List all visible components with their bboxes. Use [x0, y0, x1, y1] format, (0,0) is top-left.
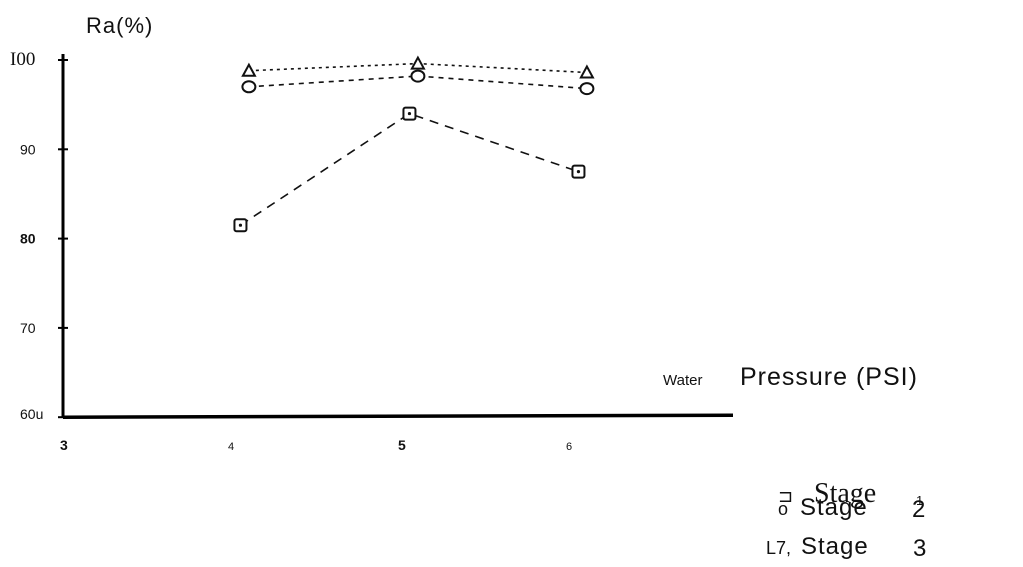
series-line-circle	[248, 75, 587, 90]
y-ticks: 60u 70 80 90 I00	[10, 49, 68, 422]
legend-item-stage-2: o Stage 2	[778, 494, 925, 523]
x-tick-label: 6	[566, 441, 572, 453]
data-point-triangle	[241, 62, 257, 77]
data-point-triangle	[579, 64, 595, 79]
legend-label: Stage	[801, 533, 869, 560]
data-point-circle	[410, 69, 426, 83]
y-tick-label: 60u	[20, 406, 43, 422]
data-point-square	[233, 218, 248, 233]
x-tick-label: 4	[228, 441, 234, 453]
y-tick-label: I00	[10, 49, 35, 70]
legend-item-stage-3: L7, Stage 3	[766, 533, 926, 562]
legend-symbol-square: ⊐	[778, 486, 793, 506]
series-lines	[240, 62, 587, 226]
legend-symbol-triangle: L7,	[766, 538, 791, 558]
data-point-circle	[241, 80, 257, 94]
legend-label: Stage	[814, 478, 876, 509]
data-point-square	[571, 164, 586, 179]
data-point-circle	[579, 82, 595, 96]
y-tick-label: 90	[20, 141, 36, 157]
series-markers	[233, 55, 595, 233]
x-tick-label: 3	[60, 437, 68, 453]
x-axis-label: Pressure (PSI)	[740, 363, 918, 391]
y-tick-label: 70	[20, 320, 36, 336]
series-line-square	[240, 112, 579, 226]
x-axis	[62, 413, 734, 419]
legend-label: Stage	[800, 494, 868, 521]
data-point-square	[402, 106, 417, 121]
legend: ⊐ Stage 1 o Stage 2 L7, Stage 3	[766, 478, 926, 562]
legend-number: 1	[916, 493, 923, 508]
y-tick-label: 80	[20, 231, 36, 247]
legend-symbol-circle: o	[778, 499, 788, 519]
axes	[61, 54, 734, 419]
legend-number: 2	[912, 496, 925, 523]
legend-item-stage-1: ⊐ Stage 1	[778, 478, 923, 509]
x-tick-label: 5	[398, 437, 406, 453]
x-axis-label-prefix: Water	[663, 372, 702, 389]
legend-number: 3	[913, 535, 926, 562]
data-point-triangle	[410, 55, 426, 70]
x-ticks: 3 4 5 6	[60, 437, 572, 453]
y-axis-label: Ra(%)	[86, 13, 153, 38]
